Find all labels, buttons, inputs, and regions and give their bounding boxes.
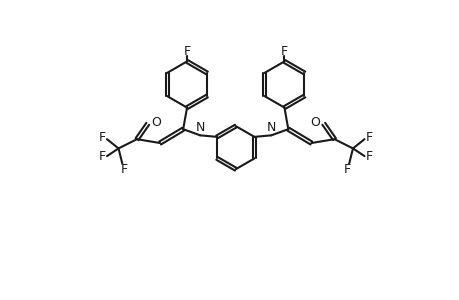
Text: F: F	[365, 150, 372, 163]
Text: F: F	[99, 131, 106, 144]
Text: N: N	[266, 121, 275, 134]
Text: F: F	[343, 163, 350, 176]
Text: F: F	[183, 45, 190, 58]
Text: F: F	[365, 131, 372, 144]
Text: O: O	[309, 116, 319, 129]
Text: F: F	[99, 150, 106, 163]
Text: O: O	[151, 116, 161, 129]
Text: N: N	[195, 121, 204, 134]
Text: F: F	[280, 45, 287, 58]
Text: F: F	[120, 163, 127, 176]
